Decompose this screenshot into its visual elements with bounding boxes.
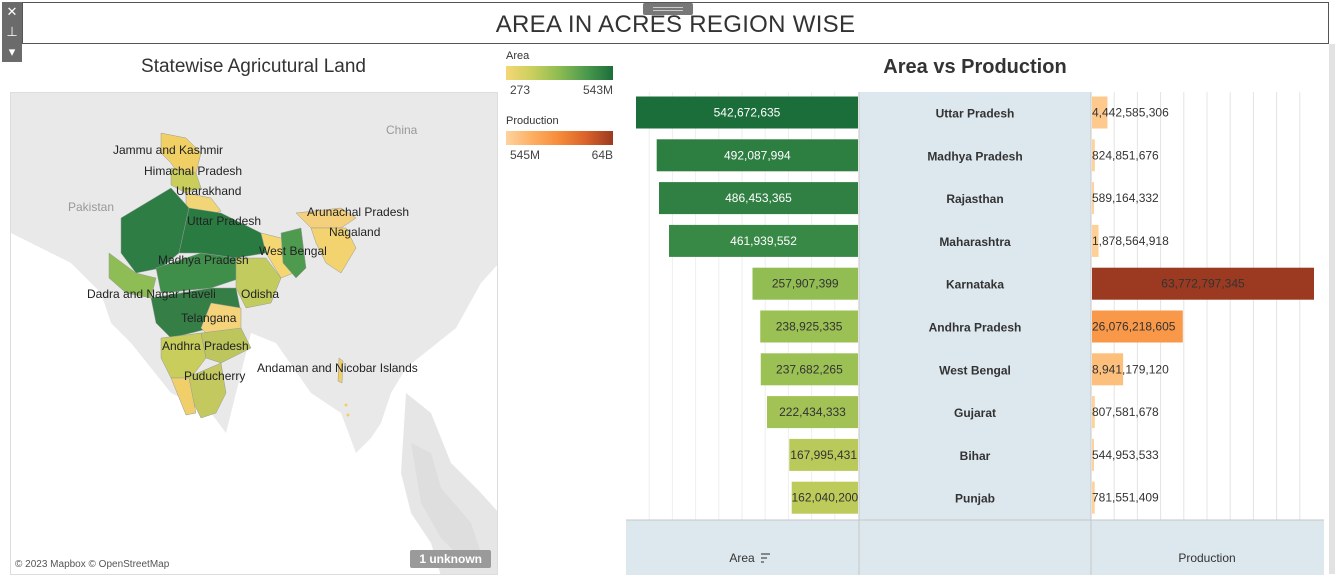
production-bar: [1092, 182, 1095, 215]
area-legend-max: 543M: [582, 83, 613, 97]
production-legend-title: Production: [506, 115, 559, 127]
area-bar: [767, 396, 858, 429]
production-data-label: 8,941,179,120: [1092, 362, 1169, 376]
land-southeast-asia: [401, 393, 497, 574]
production-bar: [1092, 139, 1095, 172]
category-label: Madhya Pradesh: [927, 149, 1022, 163]
production-bar: [1092, 396, 1095, 429]
state-label[interactable]: Puducherry: [184, 369, 246, 383]
production-bar: [1092, 96, 1108, 129]
area-data-label: 492,087,994: [724, 148, 791, 162]
production-data-label: 544,953,533: [1092, 448, 1159, 462]
map-title: Statewise Agricutural Land: [141, 56, 366, 77]
area-data-label: 257,907,399: [772, 277, 839, 291]
category-label: Bihar: [960, 449, 991, 463]
category-label: Maharashtra: [939, 235, 1011, 249]
category-label: Punjab: [955, 492, 995, 506]
area-axis-label: Area: [729, 551, 755, 565]
production-legend: Production 545M 64B: [506, 115, 613, 162]
map-canvas: [11, 93, 497, 574]
floating-toolbar: ✕ ⊥ ▾: [2, 2, 22, 62]
production-data-label: 824,851,676: [1092, 148, 1159, 162]
area-bar: [760, 353, 858, 386]
production-data-label: 589,164,332: [1092, 191, 1159, 205]
area-bar: [656, 139, 858, 172]
land-sumatra: [411, 443, 481, 563]
state-label[interactable]: Uttarakhand: [176, 184, 242, 198]
area-bar: [636, 96, 858, 129]
area-data-label: 167,995,431: [790, 448, 857, 462]
chart-svg: 542,672,635 Uttar Pradesh 4,442,585,306 492…: [626, 92, 1324, 575]
area-bar: [669, 224, 858, 257]
state-label[interactable]: Nagaland: [329, 225, 381, 239]
production-legend-max: 64B: [591, 148, 613, 162]
production-data-label: 807,581,678: [1092, 405, 1159, 419]
area-legend-gradient: [506, 66, 613, 80]
category-label: Uttar Pradesh: [936, 107, 1015, 121]
state-label[interactable]: Dadra and Nagar Haveli: [87, 287, 216, 301]
production-data-label: 26,076,218,605: [1092, 320, 1176, 334]
area-data-label: 162,040,200: [791, 491, 858, 505]
area-data-label: 237,682,265: [776, 362, 843, 376]
state-label[interactable]: West Bengal: [259, 244, 327, 258]
area-vs-production-chart: 542,672,635 Uttar Pradesh 4,442,585,306 492…: [626, 92, 1324, 580]
state-label[interactable]: Himachal Pradesh: [144, 164, 243, 178]
area-data-label: 461,939,552: [730, 234, 797, 248]
area-legend-title: Area: [506, 50, 530, 62]
production-bar: [1092, 353, 1124, 386]
chevron-down-icon[interactable]: ▾: [8, 44, 16, 59]
category-label: Karnataka: [946, 278, 1004, 292]
area-data-label: 238,925,335: [776, 320, 843, 334]
india-map[interactable]: China Pakistan Jammu and Kashmir Himachal …: [10, 92, 498, 575]
scrollbar[interactable]: [1329, 44, 1335, 574]
production-bar: [1092, 224, 1099, 257]
production-bar: [1092, 438, 1094, 471]
production-bar: [1092, 481, 1095, 514]
area-bar: [760, 310, 858, 343]
state-label[interactable]: Uttar Pradesh: [187, 214, 262, 228]
area-bar: [791, 481, 858, 514]
production-data-label: 1,878,564,918: [1092, 234, 1169, 248]
production-axis-label: Production: [1178, 551, 1235, 565]
production-legend-gradient: [506, 131, 613, 145]
area-data-label: 486,453,365: [725, 191, 792, 205]
state-label[interactable]: Andaman and Nicobar Islands: [257, 361, 418, 375]
area-data-label: 542,672,635: [714, 106, 781, 120]
production-data-label: 781,551,409: [1092, 491, 1159, 505]
area-data-label: 222,434,333: [779, 405, 846, 419]
production-bar: [1092, 310, 1183, 343]
area-legend: Area 273 543M: [506, 50, 613, 97]
unknown-badge[interactable]: 1 unknown: [410, 550, 491, 568]
category-label: West Bengal: [939, 363, 1011, 377]
state-label[interactable]: Jammu and Kashmir: [113, 143, 224, 157]
map-attribution: © 2023 Mapbox © OpenStreetMap: [15, 559, 170, 570]
country-label: China: [386, 123, 418, 137]
area-bar: [658, 182, 858, 215]
production-data-label: 63,772,797,345: [1161, 277, 1245, 291]
india-states: [108, 132, 357, 419]
state-label[interactable]: Odisha: [241, 287, 280, 301]
production-bar: [1092, 267, 1314, 300]
sort-descending-icon[interactable]: [761, 553, 770, 563]
area-bar: [789, 438, 858, 471]
category-label: Andhra Pradesh: [929, 321, 1022, 335]
area-bar: [752, 267, 858, 300]
production-legend-min: 545M: [510, 148, 541, 162]
close-icon[interactable]: ✕: [6, 4, 18, 19]
state-label[interactable]: Telangana: [181, 311, 237, 325]
dashboard-title: AREA IN ACRES REGION WISE: [495, 11, 856, 38]
area-legend-min: 273: [510, 83, 531, 97]
dashboard-title-box: AREA IN ACRES REGION WISE: [22, 2, 1329, 44]
state-label[interactable]: Andhra Pradesh: [162, 339, 249, 353]
state-label[interactable]: Arunachal Pradesh: [307, 205, 410, 219]
state-label[interactable]: Madhya Pradesh: [158, 253, 249, 267]
category-label: Gujarat: [954, 406, 996, 420]
drag-handle-icon[interactable]: [643, 3, 693, 15]
country-label: Pakistan: [68, 200, 115, 214]
production-data-label: 4,442,585,306: [1092, 106, 1169, 120]
chart-title: Area vs Production: [883, 56, 1067, 78]
category-label: Rajasthan: [946, 192, 1003, 206]
pin-icon[interactable]: ⊥: [6, 24, 18, 39]
